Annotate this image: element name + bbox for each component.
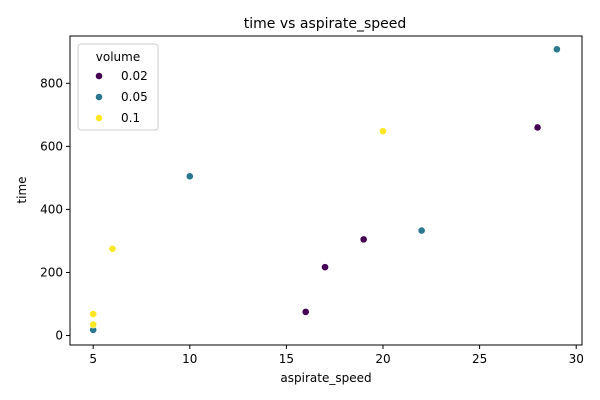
- data-point-volume-0.02: [321, 263, 329, 272]
- x-tick-label: 15: [279, 352, 294, 366]
- legend-box: [77, 43, 159, 131]
- legend-marker: [95, 72, 103, 80]
- y-tick-label: 400: [40, 202, 63, 216]
- legend-marker: [95, 114, 103, 122]
- y-tick-label: 200: [40, 265, 63, 279]
- data-point-volume-0.05: [185, 172, 194, 181]
- data-point-volume-0.02: [301, 307, 310, 316]
- x-tick-label: 10: [182, 352, 197, 366]
- legend-items: 0.02 0.05 0.1: [95, 69, 148, 125]
- y-tick-label: 600: [40, 139, 63, 153]
- data-point-volume-0.1: [89, 320, 98, 329]
- data-point-volume-0.02: [359, 235, 368, 244]
- legend-label: 0.1: [121, 111, 140, 125]
- legend-marker: [95, 93, 103, 101]
- data-point-volume-0.02: [533, 123, 542, 132]
- legend-label: 0.02: [121, 69, 148, 83]
- y-axis-label: time: [15, 176, 29, 203]
- x-tick-label: 20: [375, 352, 390, 366]
- x-tick-label: 5: [89, 352, 97, 366]
- data-point-volume-0.05: [417, 226, 426, 235]
- data-point-volume-0.05: [552, 45, 561, 54]
- data-point-volume-0.1: [89, 310, 98, 318]
- plot-area: [69, 35, 583, 346]
- data-point-volume-0.1: [379, 127, 387, 136]
- y-tick-label: 800: [40, 76, 63, 90]
- legend-label: 0.05: [121, 90, 148, 104]
- y-axis: 0 200 400 600 800: [40, 76, 70, 343]
- legend-title: volume: [96, 50, 140, 64]
- y-tick-label: 0: [55, 329, 63, 343]
- chart-title: time vs aspirate_speed: [244, 16, 407, 32]
- legend: volume 0.02 0.05 0.1: [77, 43, 159, 131]
- x-axis-label: aspirate_speed: [280, 371, 371, 385]
- data-point-volume-0.1: [108, 244, 117, 253]
- data-points: [89, 45, 561, 334]
- x-tick-label: 30: [569, 352, 584, 366]
- x-tick-label: 25: [472, 352, 487, 366]
- x-axis: 5 10 15 20 25 30: [89, 345, 584, 366]
